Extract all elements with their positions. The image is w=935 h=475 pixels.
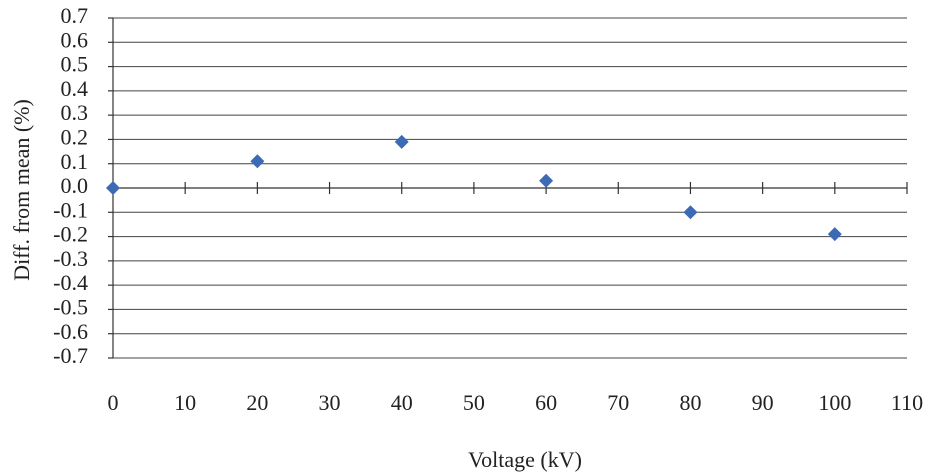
- y-tick-label: 0.3: [61, 100, 89, 125]
- y-tick-label: 0.0: [61, 173, 89, 198]
- y-tick-label: -0.2: [53, 222, 88, 247]
- y-tick-label: 0.4: [61, 76, 89, 101]
- data-point: [683, 205, 698, 220]
- x-tick-label: 70: [607, 390, 629, 415]
- data-point: [539, 173, 554, 188]
- y-tick-label: -0.7: [53, 343, 88, 368]
- x-tick-label: 10: [174, 390, 196, 415]
- data-point: [106, 181, 120, 195]
- y-tick-label: -0.1: [53, 197, 88, 222]
- x-tick-label: 110: [891, 390, 923, 415]
- x-tick-label: 60: [535, 390, 557, 415]
- y-tick-label: 0.7: [61, 3, 89, 28]
- y-tick-label: -0.4: [53, 270, 88, 295]
- x-tick-label: 30: [319, 390, 341, 415]
- y-tick-label: -0.5: [53, 294, 88, 319]
- x-tick-label: 20: [246, 390, 268, 415]
- y-tick-label: 0.6: [61, 27, 89, 52]
- y-tick-label: 0.1: [61, 149, 89, 174]
- x-tick-label: 40: [391, 390, 413, 415]
- x-tick-label: 50: [463, 390, 485, 415]
- y-axis-label: Diff. from mean (%): [9, 99, 34, 281]
- y-tick-label: -0.6: [53, 319, 88, 344]
- x-tick-label: 100: [818, 390, 851, 415]
- x-tick-label: 80: [679, 390, 701, 415]
- data-point: [250, 154, 265, 169]
- data-point: [394, 134, 409, 149]
- y-tick-label: 0.5: [61, 52, 89, 77]
- x-tick-label: 90: [752, 390, 774, 415]
- data-point: [827, 227, 842, 242]
- y-tick-label: -0.3: [53, 246, 88, 271]
- x-tick-label: 0: [108, 390, 119, 415]
- x-axis-label: Voltage (kV): [468, 447, 582, 472]
- y-tick-label: 0.2: [61, 124, 89, 149]
